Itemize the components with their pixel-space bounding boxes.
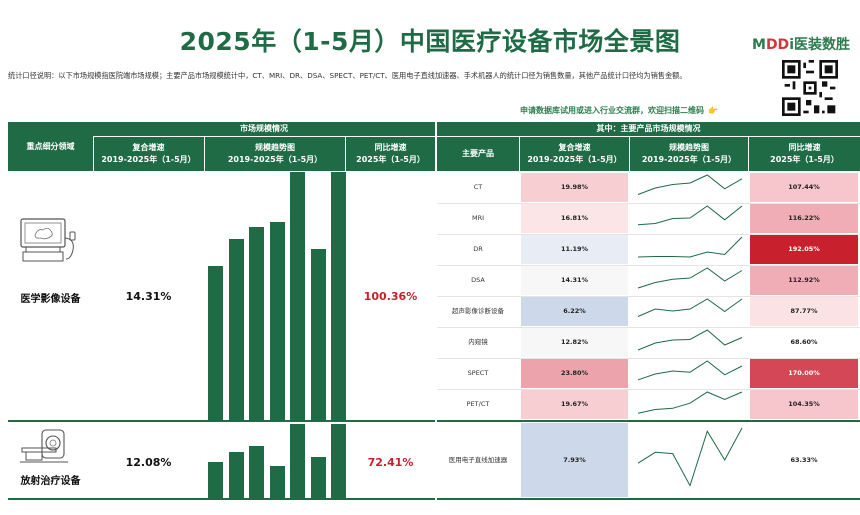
trend-bar — [290, 424, 305, 498]
ct-scanner-icon — [20, 218, 76, 262]
header-segment: 重点细分领域 — [8, 122, 93, 171]
qr-code-icon[interactable] — [782, 60, 838, 116]
product-trend-line — [637, 427, 743, 487]
header-cagr: 复合增速 2019-2025年（1-5月） — [93, 136, 204, 171]
product-yoy: 192.05% — [750, 235, 858, 264]
header-product-group: 其中：主要产品市场规模情况 — [437, 122, 860, 136]
segment-yoy: 72.41% — [367, 456, 414, 469]
segment-name: 医学影像设备 — [20, 294, 81, 305]
product-yoy: 116.22% — [750, 204, 858, 233]
product-trend-line — [637, 391, 743, 414]
header-market-group: 市场规模情况 — [93, 122, 435, 136]
trend-bar — [249, 446, 264, 498]
segment-yoy: 100.36% — [363, 290, 418, 303]
product-cagr: 19.67% — [521, 390, 628, 419]
product-cagr: 6.22% — [521, 297, 628, 326]
product-name: SPECT — [467, 369, 489, 377]
trend-bar — [269, 466, 285, 498]
product-yoy: 170.00% — [750, 359, 858, 388]
product-cagr: 16.81% — [521, 204, 628, 233]
trend-bar — [269, 221, 285, 420]
product-trend-line — [637, 267, 743, 289]
trend-bar — [310, 248, 326, 420]
product-cagr: 12.82% — [521, 328, 628, 357]
product-yoy: 68.60% — [750, 328, 858, 357]
product-yoy: 87.77% — [750, 297, 858, 326]
trend-bar — [310, 456, 326, 498]
header-product-trend: 规模趋势图 2019-2025年（1-5月） — [630, 136, 748, 171]
product-name: DSA — [471, 276, 485, 284]
segment-bar-chart — [205, 422, 346, 498]
product-trend-line — [637, 360, 743, 381]
product-yoy: 107.44% — [750, 173, 858, 202]
page-title: 2025年（1-5月）中国医疗设备市场全景图 — [179, 27, 681, 56]
trend-bar — [331, 172, 346, 420]
product-name: PET/CT — [466, 400, 490, 408]
product-yoy: 104.35% — [750, 390, 858, 419]
product-cagr: 14.31% — [521, 266, 628, 295]
header-trend: 规模趋势图 2019-2025年（1-5月） — [205, 136, 345, 171]
product-yoy: 63.33% — [750, 423, 858, 497]
trend-bar — [208, 266, 223, 420]
linear-accelerator-icon — [20, 429, 68, 463]
product-trend-line — [637, 329, 743, 351]
product-name: CT — [473, 183, 483, 191]
trend-bar — [290, 172, 305, 420]
header-product-yoy: 同比增速 2025年（1-5月） — [749, 136, 860, 171]
product-name: DR — [473, 245, 483, 253]
product-trend-line — [637, 298, 743, 317]
trend-bar — [228, 238, 244, 420]
trend-bar — [228, 452, 244, 498]
product-cagr: 11.19% — [521, 235, 628, 264]
trend-bar — [208, 461, 223, 498]
header-product-cagr: 复合增速 2019-2025年（1-5月） — [520, 136, 629, 171]
product-cagr: 7.93% — [521, 423, 628, 497]
trend-bar — [249, 226, 264, 420]
segment-cagr: 14.31% — [125, 290, 172, 303]
product-trend-line — [637, 205, 743, 226]
product-cagr: 23.80% — [521, 359, 628, 388]
header-yoy: 同比增速 2025年（1-5月） — [346, 136, 435, 171]
product-trend-line — [637, 174, 743, 195]
pointing-hand-icon: 👉 — [708, 106, 718, 115]
product-trend-line — [637, 236, 743, 258]
product-cagr: 19.98% — [521, 173, 628, 202]
segment-bar-chart — [205, 170, 346, 420]
brand-logo: MDDi医装数胜 — [752, 37, 850, 53]
segment-cagr: 12.08% — [125, 456, 172, 469]
statistics-note: 统计口径说明：以下市场规模指医院端市场规模；主要产品市场规模统计中，CT、MRI… — [8, 71, 687, 80]
promo-text: 申请数据库试用或进入行业交流群，欢迎扫描二维码 👉 — [520, 106, 718, 115]
header-product: 主要产品 — [437, 136, 519, 171]
product-name: 超声影像诊断设备 — [452, 307, 504, 315]
segment-name: 放射治疗设备 — [20, 476, 81, 487]
product-name: 内窥镜 — [468, 338, 488, 346]
trend-bar — [331, 424, 346, 498]
product-name: 医用电子直线加速器 — [448, 456, 508, 464]
product-name: MRI — [471, 214, 485, 222]
product-yoy: 112.92% — [750, 266, 858, 295]
